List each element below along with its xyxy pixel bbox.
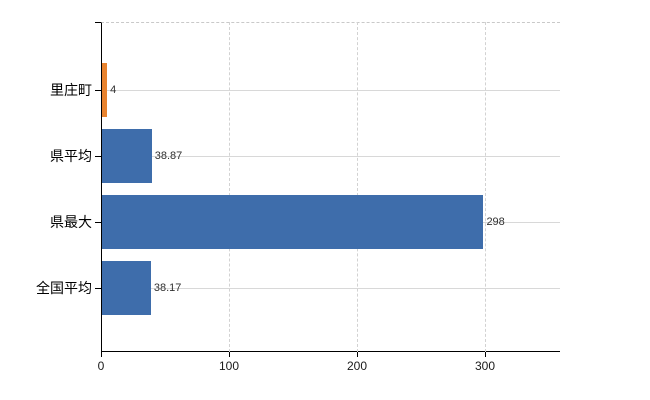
x-tick-label: 100 xyxy=(218,359,240,373)
plot-area xyxy=(101,22,560,352)
axis-tick-x xyxy=(229,352,230,357)
gridline-v xyxy=(357,22,358,352)
axis-tick-y xyxy=(95,90,101,91)
gridline-h xyxy=(102,90,560,91)
category-label: 里庄町 xyxy=(50,82,92,98)
axis-tick-y xyxy=(95,222,101,223)
x-tick-label: 200 xyxy=(346,359,368,373)
category-label: 県最大 xyxy=(50,214,92,230)
axis-tick-y xyxy=(95,156,101,157)
bar-value-label: 298 xyxy=(486,216,505,228)
category-label: 県平均 xyxy=(50,148,92,164)
axis-tick-y xyxy=(95,288,101,289)
chart-bar xyxy=(102,129,152,183)
axis-tick-x xyxy=(101,352,102,357)
bar-value-label: 4 xyxy=(110,84,117,96)
gridline-h xyxy=(102,288,560,289)
category-label: 全国平均 xyxy=(36,280,92,296)
gridline-v xyxy=(485,22,486,352)
axis-tick-x xyxy=(485,352,486,357)
chart-bar xyxy=(102,63,108,117)
bar-value-label: 38.17 xyxy=(153,282,182,294)
axis-tick-x xyxy=(357,352,358,357)
x-tick-label: 0 xyxy=(97,359,105,373)
gridline-h xyxy=(102,156,560,157)
axis-tick-y xyxy=(95,22,101,23)
chart-bar xyxy=(102,261,151,315)
x-tick-label: 300 xyxy=(474,359,496,373)
gridline-v xyxy=(229,22,230,352)
bar-value-label: 38.87 xyxy=(154,150,183,162)
chart-bar xyxy=(102,195,484,249)
